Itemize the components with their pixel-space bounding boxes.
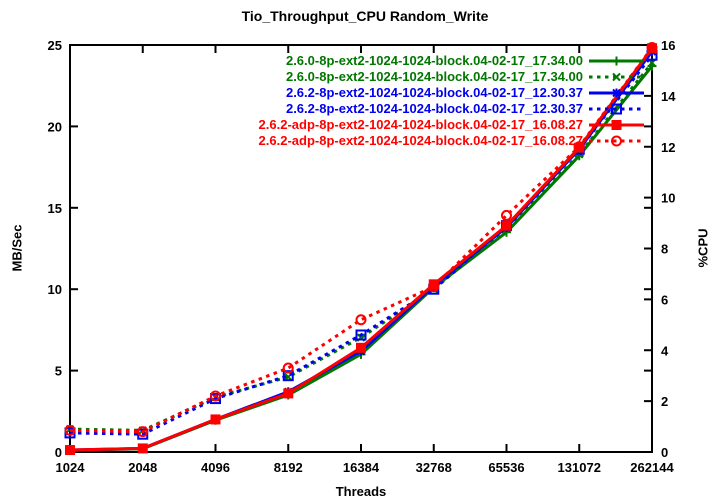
series-marker-5	[137, 426, 149, 438]
legend-label-1: 2.6.0-8p-ext2-1024-1024-block.04-02-17_1…	[286, 69, 583, 84]
series-line-3	[69, 54, 654, 436]
legend-marker-2	[612, 88, 621, 98]
legend-label-5: 2.6.2-adp-8p-ext2-1024-1024-block.04-02-…	[259, 133, 583, 148]
legend-label-3: 2.6.2-8p-ext2-1024-1024-block.04-02-17_1…	[286, 101, 583, 116]
x-tick-label: 8192	[274, 460, 303, 475]
series-marker-3	[282, 370, 294, 382]
y-right-tick-label: 14	[661, 89, 676, 104]
x-tick-label: 131072	[558, 460, 601, 475]
y-left-tick-label: 0	[55, 445, 62, 460]
legend-marker-0	[612, 56, 621, 66]
series-line-1	[69, 61, 654, 432]
legend-label-4: 2.6.2-adp-8p-ext2-1024-1024-block.04-02-…	[259, 117, 583, 132]
chart-title: Tio_Throughput_CPU Random_Write	[241, 8, 489, 24]
x-tick-label: 1024	[56, 460, 86, 475]
x-tick-label: 65536	[488, 460, 524, 475]
legend-label-2: 2.6.2-8p-ext2-1024-1024-block.04-02-17_1…	[286, 85, 583, 100]
y-left-tick-label: 15	[48, 201, 62, 216]
series-marker-4	[501, 220, 512, 231]
x-tick-label: 2048	[128, 460, 157, 475]
y-axis-right-label: %CPU	[695, 228, 711, 268]
y-right-tick-label: 8	[661, 242, 668, 257]
legend-marker-5	[611, 135, 622, 147]
series-marker-5	[282, 362, 294, 374]
x-tick-label: 16384	[343, 460, 380, 475]
series-marker-3	[355, 329, 367, 341]
series-marker-5	[501, 209, 512, 221]
x-tick-label: 32768	[416, 460, 452, 475]
x-axis-label: Threads	[335, 484, 387, 499]
series-marker-5	[428, 281, 440, 293]
y-right-tick-label: 0	[661, 445, 668, 460]
series-marker-5	[573, 141, 585, 153]
series-marker-4	[137, 443, 148, 454]
y-right-tick-label: 10	[661, 191, 675, 206]
y-right-tick-label: 16	[661, 38, 675, 53]
x-tick-label: 4096	[201, 460, 230, 475]
series-marker-4	[283, 388, 294, 399]
y-left-tick-label: 10	[48, 282, 62, 297]
series-marker-4	[210, 414, 221, 425]
y-right-tick-label: 12	[661, 140, 675, 155]
y-axis-left-label: MB/Sec	[9, 224, 25, 272]
series-marker-5	[210, 390, 221, 402]
legend-marker-3	[611, 103, 622, 115]
series-marker-5	[355, 314, 367, 326]
y-left-tick-label: 25	[48, 38, 62, 53]
y-right-tick-label: 4	[661, 343, 669, 358]
series-marker-4	[65, 445, 75, 456]
legend-marker-1	[612, 72, 621, 82]
series-marker-4	[356, 342, 366, 353]
legend-marker-4	[611, 120, 622, 130]
y-right-tick-label: 2	[661, 394, 668, 409]
y-right-tick-label: 6	[661, 292, 668, 307]
legend-label-0: 2.6.0-8p-ext2-1024-1024-block.04-02-17_1…	[286, 53, 583, 68]
y-left-tick-label: 20	[48, 119, 62, 134]
series-marker-5	[646, 42, 658, 54]
x-tick-label: 262144	[630, 460, 674, 475]
series-marker-5	[64, 424, 76, 436]
y-left-tick-label: 5	[55, 364, 62, 379]
